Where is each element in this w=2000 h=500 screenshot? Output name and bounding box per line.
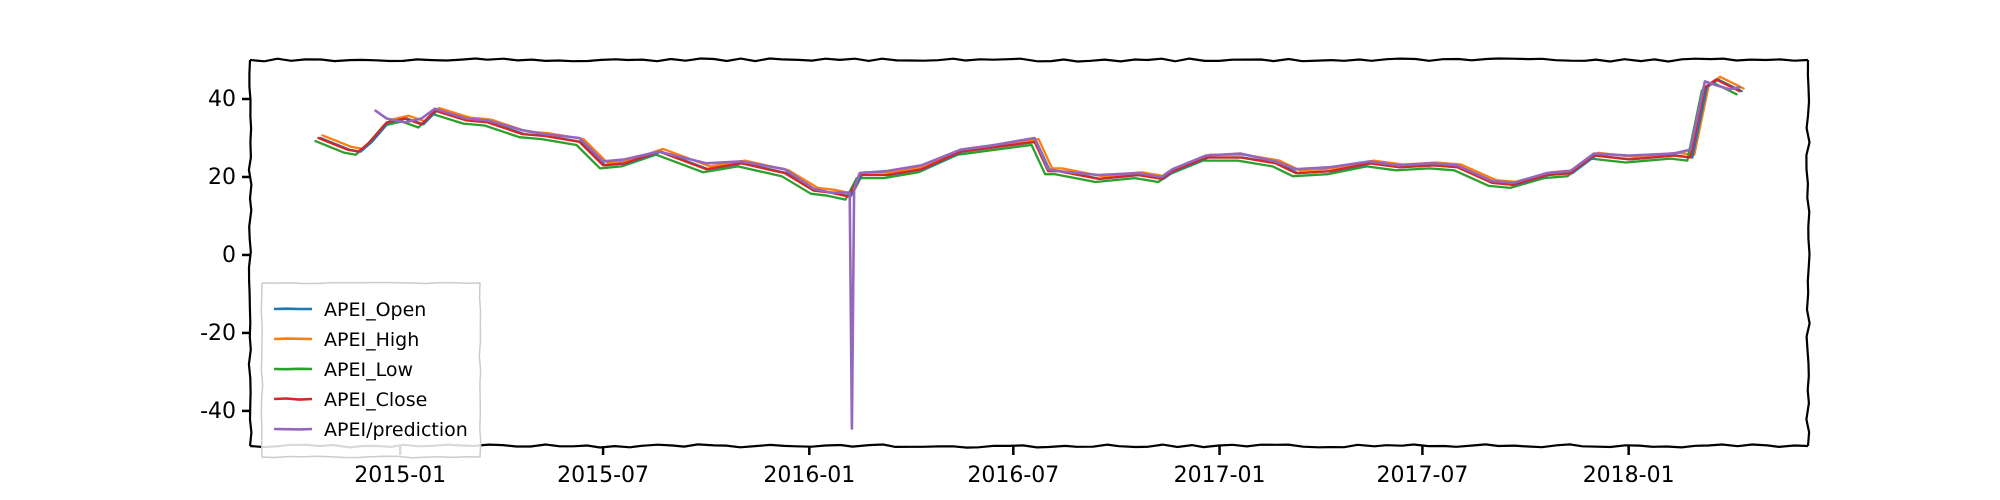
y-tick-label: 40 — [208, 87, 236, 112]
series-line-apei-prediction — [374, 80, 1741, 430]
x-axis-ticks: 2015-01 2015-07 2016-01 2016-07 2017-01 2017-… — [354, 446, 1675, 488]
y-axis-ticks: 40 20 0 -20 -40 — [200, 87, 250, 424]
x-tick-label: 2017-01 — [1174, 463, 1266, 488]
axis-right-spine — [1805, 59, 1811, 447]
legend-label: APEI_Open — [324, 299, 426, 321]
y-tick-label: -40 — [200, 399, 236, 424]
y-tick-label: -20 — [200, 321, 236, 346]
series-line-apei-low — [314, 81, 1738, 201]
x-tick-label: 2016-01 — [763, 463, 855, 488]
y-tick-label: 20 — [208, 165, 236, 190]
axis-bottom-spine — [249, 443, 1809, 449]
y-tick-label: 0 — [222, 243, 236, 268]
legend-label: APEI_Close — [324, 389, 427, 411]
series-line-apei-close — [317, 78, 1741, 198]
axes-frame — [247, 57, 1811, 449]
legend-label: APEI_Low — [324, 359, 413, 381]
axis-top-spine — [249, 57, 1809, 63]
series-layer — [314, 75, 1745, 430]
x-tick-label: 2015-01 — [354, 463, 446, 488]
legend-swatch — [273, 397, 313, 401]
x-tick-label: 2015-07 — [557, 463, 649, 488]
x-tick-label: 2017-07 — [1376, 463, 1468, 488]
x-tick-label: 2016-07 — [967, 463, 1059, 488]
axis-left-spine — [247, 59, 253, 447]
x-tick-label: 2018-01 — [1583, 463, 1675, 488]
legend-label: APEI_High — [324, 329, 419, 351]
legend-label: APEI/prediction — [324, 419, 468, 441]
legend-box — [260, 281, 482, 459]
legend: APEI_Open APEI_High APEI_Low APEI_Close APEI… — [260, 281, 482, 459]
